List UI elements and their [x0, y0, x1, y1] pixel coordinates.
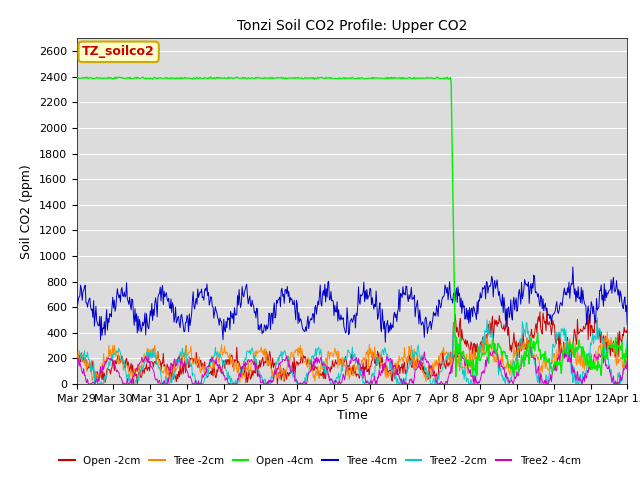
Text: TZ_soilco2: TZ_soilco2	[83, 45, 155, 58]
Y-axis label: Soil CO2 (ppm): Soil CO2 (ppm)	[20, 164, 33, 259]
Legend: Open -2cm, Tree -2cm, Open -4cm, Tree -4cm, Tree2 -2cm, Tree2 - 4cm: Open -2cm, Tree -2cm, Open -4cm, Tree -4…	[55, 452, 585, 470]
X-axis label: Time: Time	[337, 409, 367, 422]
Title: Tonzi Soil CO2 Profile: Upper CO2: Tonzi Soil CO2 Profile: Upper CO2	[237, 19, 467, 33]
